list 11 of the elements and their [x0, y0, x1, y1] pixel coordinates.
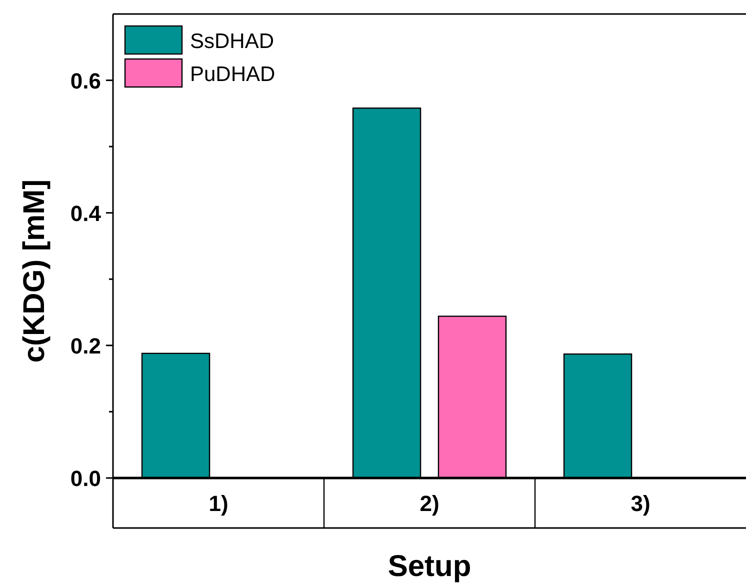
- x-tick-label: 3): [630, 491, 650, 516]
- y-axis-title: c(KDG) [mM]: [18, 179, 51, 363]
- x-tick-label: 1): [208, 491, 228, 516]
- x-axis-title: Setup: [388, 550, 472, 583]
- y-tick-label: 0.0: [70, 466, 101, 491]
- x-tick-label: 2): [420, 491, 440, 516]
- y-tick-label: 0.6: [70, 68, 101, 94]
- legend-label: PuDHAD: [190, 63, 276, 86]
- y-tick-label: 0.4: [70, 200, 102, 226]
- y-tick-label: 0.2: [70, 333, 101, 358]
- legend-label: SsDHAD: [190, 30, 274, 53]
